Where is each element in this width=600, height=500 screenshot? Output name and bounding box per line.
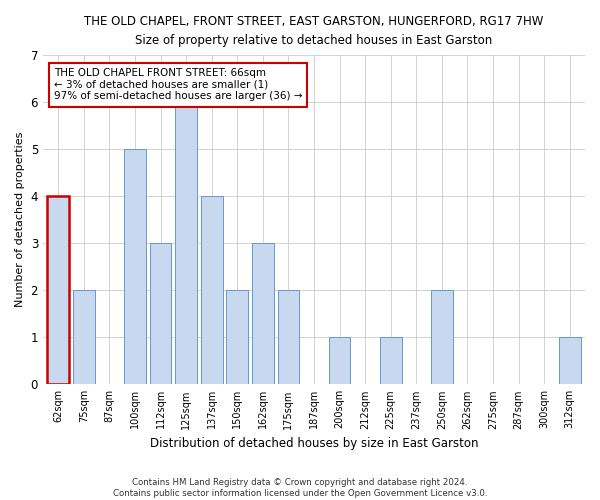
Bar [149, 243, 172, 384]
Bar [124, 149, 146, 384]
Bar [47, 196, 69, 384]
Bar [559, 338, 581, 384]
Bar [226, 290, 248, 384]
Bar [201, 196, 223, 384]
Bar [252, 243, 274, 384]
Bar [175, 102, 197, 385]
Bar [329, 338, 350, 384]
Bar [431, 290, 452, 384]
Y-axis label: Number of detached properties: Number of detached properties [15, 132, 25, 308]
Bar [380, 338, 401, 384]
Title: THE OLD CHAPEL, FRONT STREET, EAST GARSTON, HUNGERFORD, RG17 7HW
Size of propert: THE OLD CHAPEL, FRONT STREET, EAST GARST… [84, 15, 544, 47]
Bar [73, 290, 95, 384]
Bar [278, 290, 299, 384]
Text: THE OLD CHAPEL FRONT STREET: 66sqm
← 3% of detached houses are smaller (1)
97% o: THE OLD CHAPEL FRONT STREET: 66sqm ← 3% … [54, 68, 302, 102]
Text: Contains HM Land Registry data © Crown copyright and database right 2024.
Contai: Contains HM Land Registry data © Crown c… [113, 478, 487, 498]
X-axis label: Distribution of detached houses by size in East Garston: Distribution of detached houses by size … [150, 437, 478, 450]
